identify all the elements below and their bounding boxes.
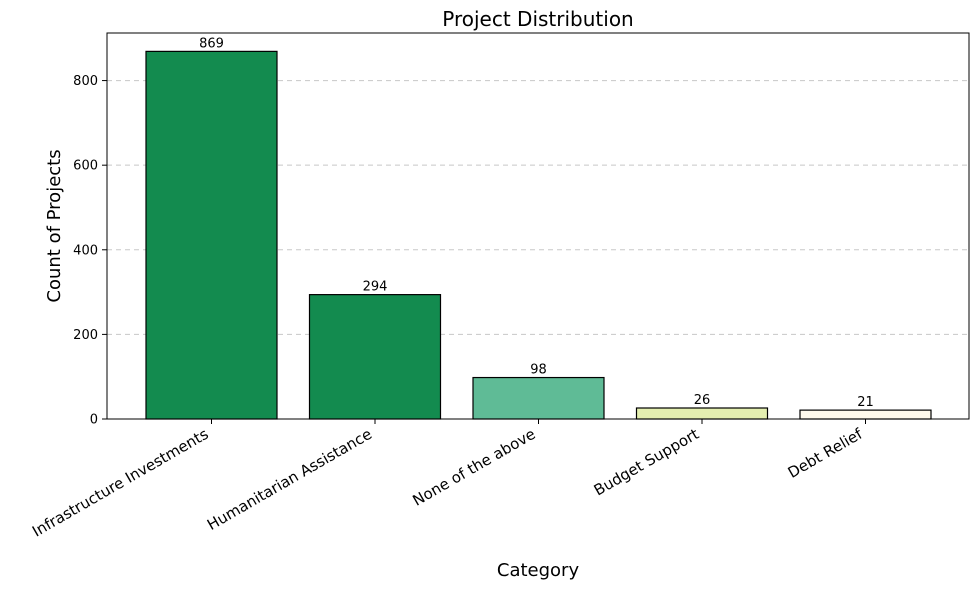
x-tick-label: Infrastructure Investments	[29, 425, 212, 541]
bar-value-label: 98	[530, 363, 547, 378]
chart-title: Project Distribution	[442, 7, 633, 31]
bar-value-label: 26	[694, 393, 711, 408]
x-tick-label: Budget Support	[591, 425, 702, 500]
y-tick-label: 200	[73, 328, 98, 343]
x-axis-title: Category	[497, 560, 580, 581]
y-axis: 0 200 400 600 800	[73, 74, 107, 428]
y-tick-label: 800	[73, 74, 98, 89]
bars	[145, 50, 932, 420]
bar	[472, 376, 605, 420]
y-tick-label: 600	[73, 159, 98, 174]
x-tick-label: None of the above	[410, 425, 539, 510]
bar-value-label: 294	[363, 280, 388, 295]
plot-frame	[106, 32, 970, 420]
x-tick-label: Debt Relief	[785, 425, 866, 482]
value-labels: 869 294 98 26 21	[199, 36, 874, 410]
bar	[799, 409, 932, 420]
bar	[635, 407, 769, 420]
y-axis-title: Count of Projects	[44, 149, 65, 302]
y-tick-label: 400	[73, 243, 98, 258]
bar	[145, 50, 278, 420]
x-tick-label: Humanitarian Assistance	[204, 425, 375, 534]
bar-value-label: 21	[857, 395, 874, 410]
bar	[308, 294, 442, 420]
bar-value-label: 869	[199, 36, 224, 51]
y-tick-label: 0	[90, 413, 98, 428]
